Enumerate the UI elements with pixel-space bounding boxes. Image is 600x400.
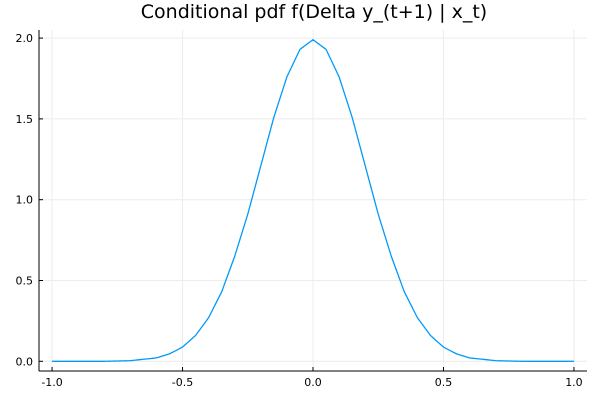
chart-title: Conditional pdf f(Delta y_(t+1) | x_t) — [141, 1, 487, 23]
x-tick-label: 0.5 — [435, 376, 453, 389]
y-tick-label: 0.5 — [16, 274, 34, 287]
series-layer — [52, 38, 574, 362]
ticks: -1.0 -0.5 0.0 0.5 1.0 0.0 0.5 1.0 1.5 2.0 — [16, 32, 583, 389]
y-tick-label: 1.5 — [16, 113, 34, 126]
series-line — [52, 38, 574, 362]
grid — [39, 30, 587, 371]
y-tick-label: 1.0 — [16, 194, 34, 207]
x-tick-label: 1.0 — [565, 376, 583, 389]
x-tick-label: 0.0 — [304, 376, 322, 389]
x-tick-label: -0.5 — [172, 376, 193, 389]
x-tick-label: -1.0 — [41, 376, 62, 389]
y-tick-label: 0.0 — [16, 355, 34, 368]
y-tick-label: 2.0 — [16, 32, 34, 45]
